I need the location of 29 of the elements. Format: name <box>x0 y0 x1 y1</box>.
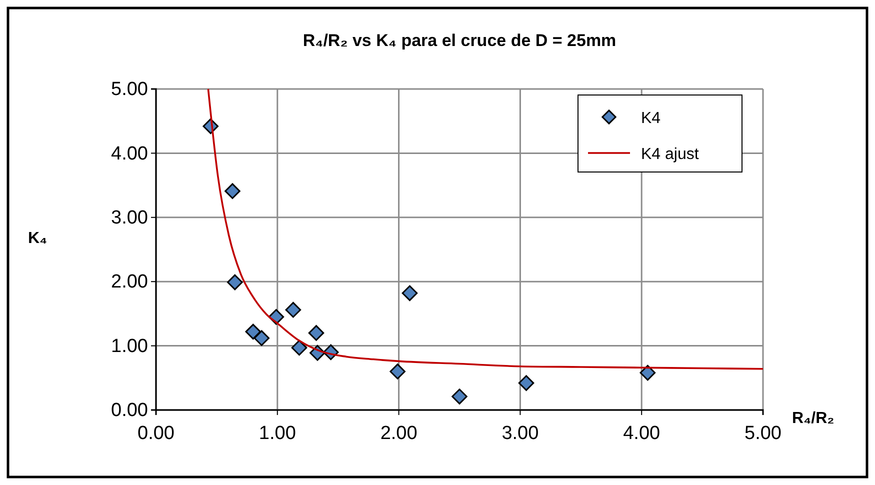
point <box>640 364 656 381</box>
chart-title: R₄/R₂ vs K₄ para el cruce de D = 25mm <box>302 31 616 50</box>
point <box>308 325 324 341</box>
legend-label: K4 ajust <box>641 146 700 163</box>
x-tick-label: 0.00 <box>138 422 174 444</box>
y-tick-label: 4.00 <box>111 143 148 164</box>
x-tick-label: 4.00 <box>623 422 660 444</box>
point <box>291 340 308 356</box>
x-tick-label: 5.00 <box>744 422 782 444</box>
point <box>227 274 243 290</box>
y-tick-label: 1.00 <box>111 336 148 357</box>
y-axis-title: K₄ <box>28 230 48 247</box>
legend-label: K4 <box>641 110 661 127</box>
point <box>285 302 302 318</box>
y-tick-label: 2.00 <box>111 272 148 293</box>
x-tick-label: 1.00 <box>258 422 296 444</box>
point <box>402 285 418 302</box>
point <box>254 330 270 346</box>
y-tick-label: 0.00 <box>111 400 148 422</box>
point <box>452 388 468 404</box>
x-tick-label: 3.00 <box>502 422 539 444</box>
y-tick-label: 3.00 <box>111 207 148 228</box>
point <box>390 364 406 380</box>
x-axis-title: R₄/R₂ <box>792 410 834 427</box>
y-tick-label: 5.00 <box>111 79 148 100</box>
x-tick-label: 2.00 <box>380 422 418 444</box>
point <box>245 324 262 340</box>
point <box>224 183 240 199</box>
point <box>518 375 534 391</box>
